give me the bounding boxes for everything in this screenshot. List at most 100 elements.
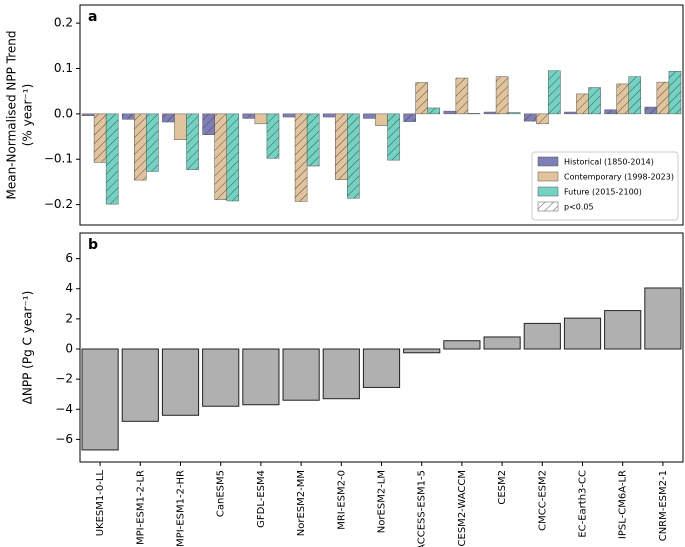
bar: [242, 348, 280, 406]
x-tick-label: CanESM5: [216, 470, 227, 517]
hatch: [628, 76, 641, 114]
hatch: [588, 87, 601, 114]
y-tick-label: 0.2: [54, 16, 73, 30]
bar: [121, 348, 159, 422]
hatch: [295, 113, 308, 202]
y-tick-label: 0.0: [54, 106, 73, 120]
bar-group: [523, 113, 537, 122]
legend-swatch: [537, 156, 559, 167]
y-tick-label: −0.2: [44, 197, 73, 211]
hatch: [524, 113, 537, 122]
bar-group: [322, 113, 336, 118]
bar-group: [214, 113, 227, 200]
bar: [282, 348, 320, 401]
bar: [81, 348, 119, 451]
bar: [443, 340, 481, 350]
bar-group: [415, 82, 428, 115]
bar-group: [254, 113, 268, 125]
hatch: [226, 113, 239, 201]
x-tick-label: NorESM2-LM: [377, 470, 388, 533]
bar: [483, 336, 521, 350]
bar-group: [576, 93, 589, 115]
bar-group: [347, 113, 360, 199]
x-tick-label: CMCC-ESM2: [537, 470, 548, 531]
axes-frame: [79, 4, 684, 226]
hatch: [335, 113, 348, 180]
bar-group: [483, 111, 497, 115]
y-tick-label: 4: [65, 281, 73, 295]
bar-group: [548, 70, 561, 115]
bar-group: [427, 107, 441, 115]
x-tick-label: EC-Earth3-CC: [578, 470, 589, 538]
x-tick-label: CNRM-ESM2-1: [658, 470, 669, 541]
bar: [604, 310, 642, 350]
hatch: [214, 113, 227, 200]
axes-frame: [79, 232, 684, 463]
hatch: [347, 113, 360, 199]
bar: [362, 348, 401, 388]
bar-group: [403, 113, 416, 122]
hatch: [266, 113, 279, 159]
hatch: [604, 109, 617, 114]
hatch: [122, 113, 135, 120]
legend-swatch: [537, 186, 559, 197]
bar: [254, 113, 268, 125]
bar-group: [174, 113, 187, 140]
bar: [483, 111, 497, 115]
bar-group: [146, 113, 159, 172]
x-tick-label: GFDL-ESM4: [256, 470, 267, 528]
bar-group: [294, 113, 308, 202]
bar-group: [162, 113, 175, 123]
x-tick-label: UKESM1-0-LL: [95, 470, 106, 537]
hatch: [548, 70, 561, 114]
y-axis-label: (% year⁻¹): [21, 84, 35, 147]
y-tick-label: −4: [55, 402, 73, 416]
y-tick-label: 6: [65, 251, 73, 265]
hatch: [576, 93, 589, 114]
bar-group: [375, 113, 388, 126]
y-tick-label: 0.1: [54, 61, 73, 75]
bar-group: [282, 113, 296, 118]
hatch: [616, 83, 629, 114]
legend-swatch: [537, 201, 559, 212]
bar-group: [306, 113, 320, 167]
bar-group: [455, 77, 469, 115]
bar: [443, 110, 457, 115]
legend-label: Future (2015-2100): [564, 188, 642, 197]
bar-group: [387, 113, 400, 161]
bar-group: [134, 113, 147, 181]
hatch: [146, 113, 159, 172]
hatch: [427, 107, 440, 114]
hatch: [162, 113, 175, 123]
panel-label: a: [88, 9, 97, 25]
hatch: [536, 113, 549, 124]
panel-label: b: [88, 237, 98, 253]
bar-group: [536, 113, 549, 125]
x-tick-label: NorESM2-MM: [296, 470, 307, 536]
bar-group: [507, 112, 521, 115]
bar-group: [616, 83, 629, 115]
y-tick-label: 2: [65, 311, 73, 325]
hatch: [307, 113, 320, 167]
bar-group: [93, 113, 107, 163]
hatch: [106, 113, 119, 205]
bar-group: [242, 113, 256, 119]
hatch: [94, 113, 107, 163]
bar: [403, 348, 441, 354]
bar: [507, 112, 521, 115]
bar-group: [644, 106, 658, 115]
bar-group: [105, 113, 119, 205]
hatch: [668, 71, 681, 114]
legend-label: Historical (1850-2014): [564, 158, 654, 167]
bar: [322, 113, 336, 118]
x-tick-label: CESM2-WACCM: [457, 470, 468, 546]
bar: [644, 287, 682, 350]
bar-group: [604, 109, 617, 115]
y-axis-label: Mean-Normalised NPP Trend: [5, 31, 19, 200]
y-tick-label: 0: [65, 342, 73, 356]
x-tick-label: MPI-ESM1-2-HR: [176, 470, 187, 547]
bar-group: [335, 113, 348, 180]
x-tick-label: MPI-ESM1-2-LR: [135, 470, 146, 545]
